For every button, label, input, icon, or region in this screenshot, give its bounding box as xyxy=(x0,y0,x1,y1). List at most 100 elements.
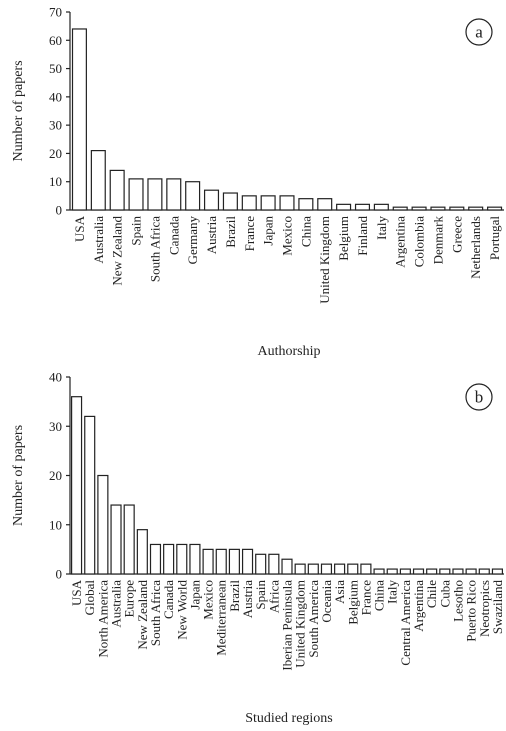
x-tick-label: Netherlands xyxy=(468,216,483,279)
x-tick-label: Colombia xyxy=(412,216,427,268)
bar-austria xyxy=(203,189,220,211)
bar-mexico xyxy=(279,195,295,211)
x-tick-label: New Zealand xyxy=(135,580,150,650)
y-tick-label: 10 xyxy=(49,517,62,532)
x-tick-label: United Kingdom xyxy=(317,216,332,304)
bar-finland xyxy=(354,203,371,211)
x-tick-label: Spain xyxy=(129,216,144,246)
bar-argentina xyxy=(412,568,425,575)
bar-china xyxy=(373,568,385,575)
bar-greece xyxy=(449,206,465,211)
chart-panel-a: 0 10 20 30 40 50 60 70 Number of papers USA Austra… xyxy=(11,5,504,359)
bar-lesotho xyxy=(452,568,464,575)
bar-brazil xyxy=(228,548,240,575)
bar-france xyxy=(360,563,372,575)
bar-belgium xyxy=(336,203,352,211)
x-tick-label: Cuba xyxy=(437,580,452,608)
bar-argentina xyxy=(392,206,408,211)
bar-new-zealand xyxy=(136,529,148,575)
bar-cuba xyxy=(439,568,451,575)
x-tick-label: China xyxy=(372,580,387,611)
x-tick-label: Mexico xyxy=(280,216,295,256)
x-tick-label: Austria xyxy=(204,216,219,255)
x-tick-label: Portugal xyxy=(487,216,502,260)
x-tick-label: Germany xyxy=(185,216,200,265)
panel-label: b xyxy=(475,388,484,407)
x-tick-label: USA xyxy=(69,579,84,606)
bar-neotropics xyxy=(478,568,490,575)
x-tick-label: USA xyxy=(72,215,87,242)
y-tick-label: 60 xyxy=(49,33,62,48)
bar-united-kingdom xyxy=(317,198,333,211)
y-tick-label: 10 xyxy=(49,174,62,189)
y-tick-label: 40 xyxy=(49,370,62,385)
y-tick-label: 40 xyxy=(49,89,62,104)
x-tick-label: Oceania xyxy=(319,580,334,623)
bar-swaziland xyxy=(491,568,504,575)
y-tick-label: 0 xyxy=(56,203,63,218)
bar-japan xyxy=(189,543,201,575)
x-tick-label: Africa xyxy=(266,580,281,613)
bar-iberian-peninsula xyxy=(281,558,293,575)
y-axis-title: Number of papers xyxy=(11,60,26,161)
bar-australia xyxy=(90,150,106,211)
y-tick-label: 70 xyxy=(49,5,62,20)
bar-brazil xyxy=(222,192,238,211)
bar-united-kingdom xyxy=(294,563,306,575)
x-tick-label: Canada xyxy=(166,216,181,255)
bar-germany xyxy=(185,181,201,211)
x-tick-label: Mediterranean xyxy=(214,580,229,656)
x-tick-label: France xyxy=(242,216,257,252)
y-tick-label: 20 xyxy=(49,468,62,483)
bar-south-africa xyxy=(149,543,162,575)
bar-portugal xyxy=(487,206,503,211)
x-tick-label: China xyxy=(298,216,313,247)
x-tick-label: Denmark xyxy=(430,216,445,265)
x-tick-label: Finland xyxy=(355,216,370,256)
x-tick-label: Brazil xyxy=(227,580,242,612)
x-tick-label: Austria xyxy=(240,580,255,619)
x-tick-label: Belgium xyxy=(345,580,360,625)
bar-oceania xyxy=(320,563,333,575)
bar-netherlands xyxy=(468,206,484,211)
bar-denmark xyxy=(430,206,446,211)
bar-australia xyxy=(110,504,122,575)
x-tick-label: Lesotho xyxy=(450,580,465,622)
x-tick-label: New Zealand xyxy=(110,216,125,286)
y-axis-title: Number of papers xyxy=(11,425,26,526)
x-axis-title: Studied regions xyxy=(245,711,333,726)
x-tick-label: United Kingdom xyxy=(293,580,308,668)
panel-label-circle xyxy=(465,383,493,411)
bar-north-america xyxy=(97,474,109,575)
chart-panel-b: 0 10 20 30 40 Number of papers USAGlobalNorth … xyxy=(11,370,505,727)
x-tick-label: Asia xyxy=(332,580,347,604)
bar-mediterranean xyxy=(215,548,227,575)
bar-china xyxy=(298,198,314,211)
bar-usa xyxy=(70,396,83,575)
bar-south-america xyxy=(307,563,319,575)
x-tick-label: Brazil xyxy=(223,216,238,248)
bar-austria xyxy=(241,548,254,575)
panel-label: a xyxy=(475,23,483,42)
x-tick-label: South America xyxy=(306,580,321,658)
x-tick-label: South Africa xyxy=(148,580,163,646)
bar-colombia xyxy=(411,206,427,211)
x-tick-label: Spain xyxy=(253,580,268,610)
x-axis-title: Authorship xyxy=(258,344,321,359)
panel-label-circle xyxy=(465,18,493,46)
x-tick-label: Europe xyxy=(122,580,137,618)
bar-asia xyxy=(334,563,346,575)
x-tick-label: Japan xyxy=(187,580,202,610)
x-tick-label: Chile xyxy=(424,580,439,608)
y-tick-label: 50 xyxy=(49,61,62,76)
bar-canada xyxy=(163,543,175,575)
x-tick-label: Central America xyxy=(398,580,413,666)
x-tick-label: North America xyxy=(95,580,110,658)
x-tick-label: Greece xyxy=(449,216,464,253)
x-tick-label: South Africa xyxy=(147,216,162,282)
y-tick-label: 30 xyxy=(49,419,62,434)
x-tick-label: Italy xyxy=(374,216,389,240)
bar-canada xyxy=(166,178,182,211)
bar-puerto-rico xyxy=(465,568,477,575)
